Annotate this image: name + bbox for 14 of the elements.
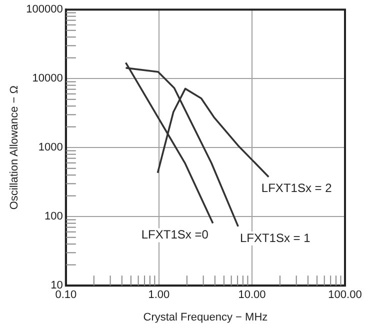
- x-tick-label: 0.10: [55, 289, 77, 302]
- y-tick-label: 100: [44, 210, 63, 223]
- x-tick-label: 10.00: [238, 289, 266, 302]
- x-tick-label: 1.00: [148, 289, 170, 302]
- series-label: LFXT1Sx =0: [141, 228, 209, 242]
- y-tick-label: 10: [50, 280, 63, 292]
- y-tick-label: 100000: [26, 4, 63, 16]
- y-tick-label: 1000: [38, 142, 63, 154]
- series-label: LFXT1Sx = 2: [261, 181, 332, 196]
- y-tick-label: 10000: [32, 72, 63, 85]
- series-label: LFXT1Sx = 1: [240, 230, 311, 245]
- x-axis-title: Crystal Frequency − MHz: [143, 311, 268, 324]
- y-axis-title: Oscillation Allowance − Ω: [8, 86, 21, 210]
- x-tick-label: 100.00: [328, 289, 362, 302]
